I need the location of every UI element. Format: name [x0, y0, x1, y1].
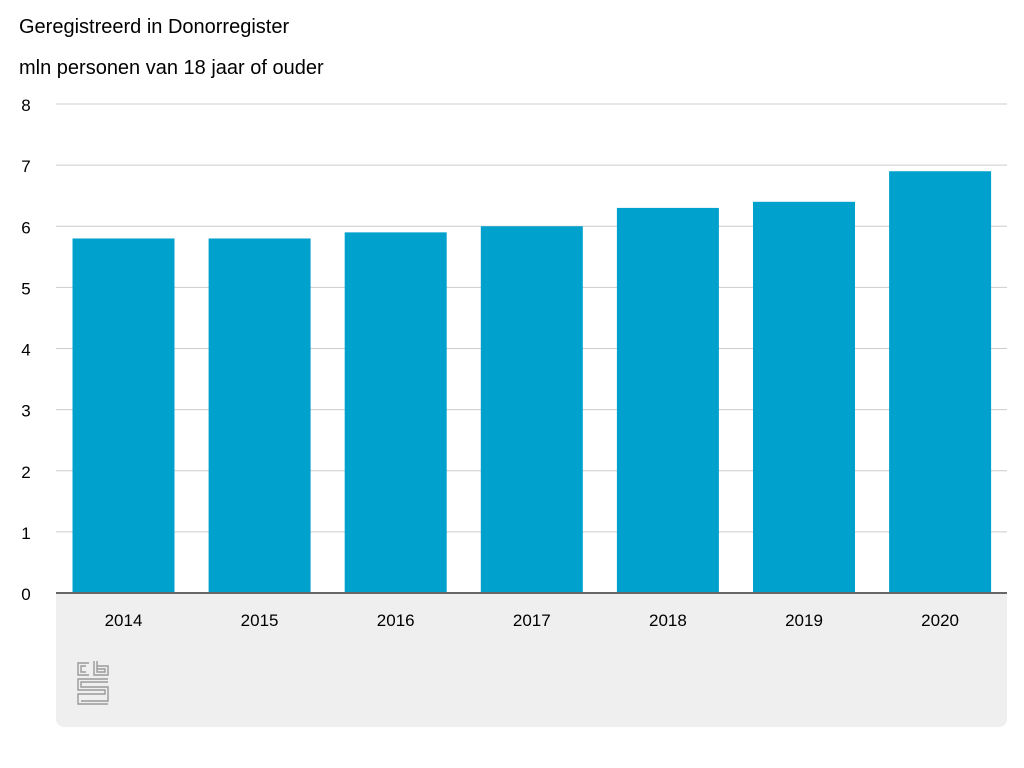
- y-axis-ticks: 0 1 2 3 4 5 6 7 8: [21, 96, 30, 604]
- bar-2020: [889, 171, 992, 594]
- bar-2014: [72, 238, 175, 593]
- x-tick-label: 2015: [241, 611, 279, 630]
- x-tick-label: 2020: [921, 611, 959, 630]
- bar-2015: [208, 238, 311, 593]
- footer-panel: [56, 592, 1007, 727]
- y-tick-label: 4: [21, 341, 30, 360]
- x-tick-label: 2014: [105, 611, 143, 630]
- y-tick-label: 2: [21, 463, 30, 482]
- cbs-logo-icon: [77, 661, 109, 705]
- y-tick-label: 8: [21, 96, 30, 115]
- bars: [72, 171, 992, 594]
- chart-title: Geregistreerd in Donorregister: [19, 16, 290, 38]
- y-tick-label: 0: [21, 585, 30, 604]
- x-tick-label: 2016: [377, 611, 415, 630]
- x-tick-label: 2019: [785, 611, 823, 630]
- bar-2017: [480, 226, 583, 593]
- bar-2019: [753, 201, 855, 594]
- y-tick-label: 6: [21, 218, 30, 237]
- x-axis-ticks: 2014 2015 2016 2017 2018 2019 2020: [105, 611, 959, 630]
- y-tick-label: 1: [21, 524, 30, 543]
- y-tick-label: 3: [21, 402, 30, 421]
- bar-2016: [344, 232, 447, 594]
- y-tick-label: 5: [21, 279, 30, 298]
- x-tick-label: 2017: [513, 611, 551, 630]
- y-tick-label: 7: [21, 157, 30, 176]
- x-tick-label: 2018: [649, 611, 687, 630]
- bar-2018: [616, 207, 719, 593]
- chart-subtitle: mln personen van 18 jaar of ouder: [19, 57, 324, 79]
